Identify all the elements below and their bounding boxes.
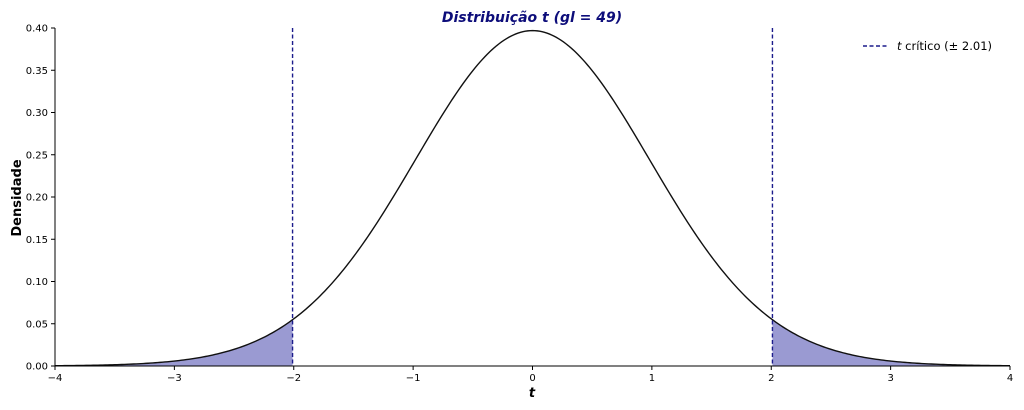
chart-title: Distribuição t (gl = 49) xyxy=(442,10,622,26)
y-axis-label: Densidade xyxy=(10,159,25,236)
density-curve-layer xyxy=(54,29,1011,367)
x-tick-label: 3 xyxy=(887,373,893,384)
y-tick-label: 0.10 xyxy=(26,277,48,288)
y-tick-label: 0.15 xyxy=(26,235,48,246)
y-tick-label: 0.05 xyxy=(26,319,48,330)
legend-label-text: crítico (± 2.01) xyxy=(902,39,993,53)
critical-lines-layer xyxy=(291,28,774,366)
x-axis-ticks: −4 −3 −2 −1 0 1 2 3 4 xyxy=(48,366,1013,384)
y-tick-label: 0.25 xyxy=(26,150,48,161)
x-tick-label: −3 xyxy=(167,373,182,384)
x-tick-label: 4 xyxy=(1007,373,1013,384)
x-tick-label: 0 xyxy=(529,373,535,384)
legend: t crítico (± 2.01) xyxy=(863,39,992,53)
y-tick-label: 0.35 xyxy=(26,66,48,77)
y-tick-label: 0.30 xyxy=(26,108,48,119)
x-axis-label: t xyxy=(529,386,536,401)
y-tick-label: 0.20 xyxy=(26,193,48,204)
legend-label-italic: t xyxy=(897,39,902,53)
legend-label: t crítico (± 2.01) xyxy=(897,39,992,53)
x-tick-label: 1 xyxy=(649,373,655,384)
shaded-tails xyxy=(55,319,1010,366)
left-tail-region xyxy=(55,319,293,366)
y-tick-label: 0.00 xyxy=(26,362,48,373)
density-curve xyxy=(54,29,1011,367)
x-tick-label: 2 xyxy=(768,373,774,384)
y-tick-label: 0.40 xyxy=(26,24,48,35)
x-tick-label: −4 xyxy=(48,373,63,384)
x-tick-label: −2 xyxy=(286,373,301,384)
x-tick-label: −1 xyxy=(406,373,421,384)
right-tail-region xyxy=(772,319,1010,366)
y-axis-ticks: 0.00 0.05 0.10 0.15 0.20 0.25 0.30 0.35 0.40 xyxy=(26,24,55,373)
